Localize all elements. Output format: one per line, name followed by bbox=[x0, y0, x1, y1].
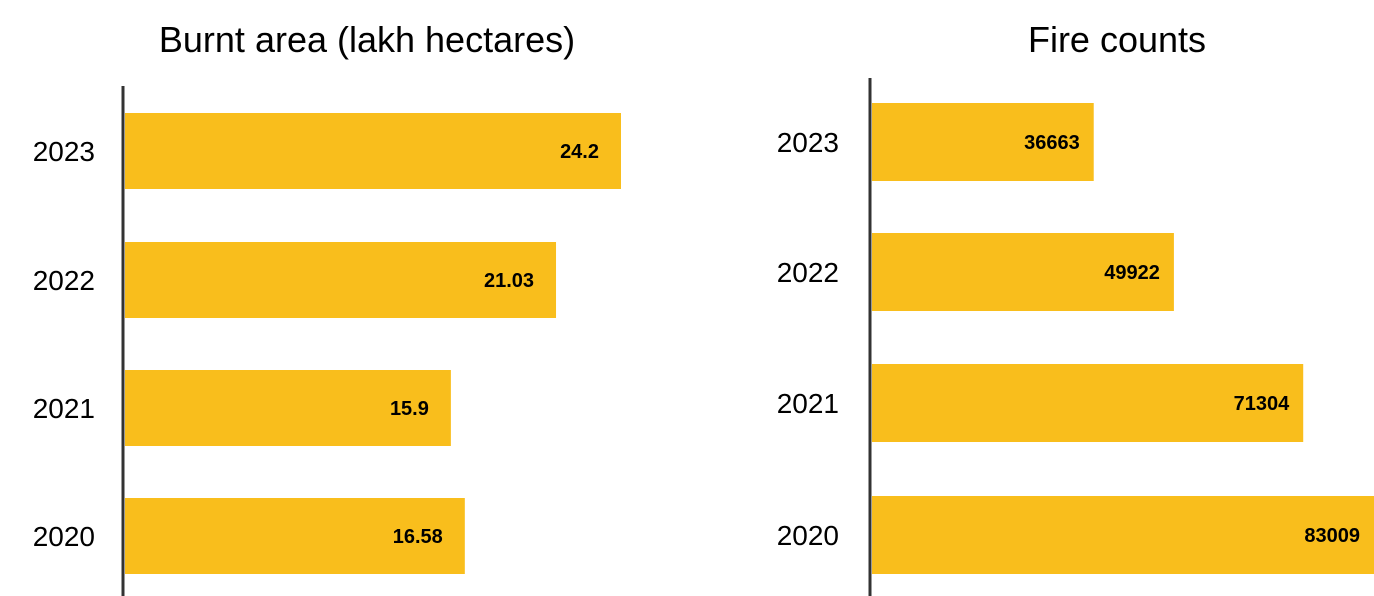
chart-title: Burnt area (lakh hectares) bbox=[159, 19, 575, 60]
bar-2020 bbox=[125, 498, 465, 574]
bars-group: 36663 2023 49922 2022 71304 2021 83009 2020 bbox=[777, 103, 1374, 574]
y-tick-label-2023: 2023 bbox=[33, 136, 95, 167]
bars-group: 24.2 2023 21.03 2022 15.9 2021 16.58 2020 bbox=[33, 113, 621, 574]
bar-2022 bbox=[125, 242, 557, 318]
bar-2021 bbox=[872, 364, 1304, 442]
y-tick-label-2020: 2020 bbox=[33, 521, 95, 552]
bar-2021 bbox=[125, 370, 451, 446]
bar-2023 bbox=[872, 103, 1094, 181]
y-tick-label-2020: 2020 bbox=[777, 520, 839, 551]
fire-counts-chart: Fire counts 36663 2023 49922 2022 71304 2021 8… bbox=[777, 19, 1374, 596]
data-label-2021: 15.9 bbox=[390, 398, 429, 420]
y-tick-label-2021: 2021 bbox=[777, 388, 839, 419]
y-tick-label-2023: 2023 bbox=[777, 127, 839, 158]
burnt-area-chart-panel: Burnt area (lakh hectares) 24.2 2023 21.03… bbox=[33, 19, 621, 596]
y-tick-label-2022: 2022 bbox=[33, 265, 95, 296]
data-label-2020: 16.58 bbox=[393, 526, 443, 548]
y-tick-label-2022: 2022 bbox=[777, 257, 839, 288]
data-label-2021: 71304 bbox=[1234, 393, 1290, 415]
chart-title: Fire counts bbox=[1028, 19, 1206, 60]
fire-counts-chart-panel: Fire counts 36663 2023 49922 2022 71304 2021 8… bbox=[687, 0, 1374, 596]
data-label-2023: 36663 bbox=[1024, 132, 1080, 154]
burnt-area-chart: Burnt area (lakh hectares) 24.2 2023 21.03… bbox=[33, 19, 621, 596]
data-label-2022: 49922 bbox=[1104, 262, 1160, 284]
bar-2022 bbox=[872, 233, 1174, 311]
data-label-2023: 24.2 bbox=[560, 141, 599, 163]
bar-2023 bbox=[125, 113, 621, 189]
data-label-2020: 83009 bbox=[1304, 525, 1360, 547]
y-tick-label-2021: 2021 bbox=[33, 393, 95, 424]
data-label-2022: 21.03 bbox=[484, 270, 534, 292]
bar-2020 bbox=[872, 496, 1374, 574]
